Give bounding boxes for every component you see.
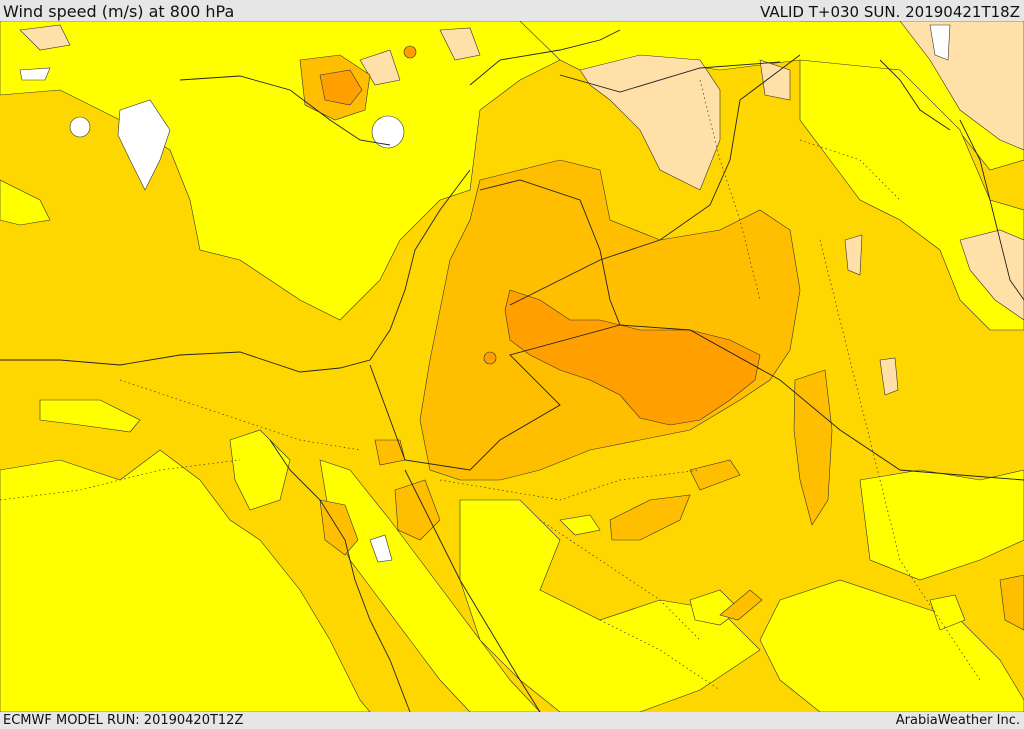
wind-speed-map (0, 21, 1024, 712)
model-run-label: ECMWF MODEL RUN: 20190420T12Z (3, 713, 244, 728)
footer-bar (0, 712, 1024, 729)
white-regions (19, 24, 951, 563)
header-bar: Wind speed (m/s) at 800 hPa VALID T+030 … (0, 0, 1024, 21)
admin-borders (0, 79, 981, 691)
valid-time: VALID T+030 SUN. 20190421T18Z (760, 3, 1020, 21)
brand-label: ArabiaWeather Inc. (895, 713, 1020, 728)
orange-regions (319, 45, 761, 426)
map-title: Wind speed (m/s) at 800 hPa (3, 2, 235, 21)
coastlines (0, 29, 1024, 712)
country-borders (369, 54, 1024, 481)
peach-regions (19, 21, 1024, 396)
